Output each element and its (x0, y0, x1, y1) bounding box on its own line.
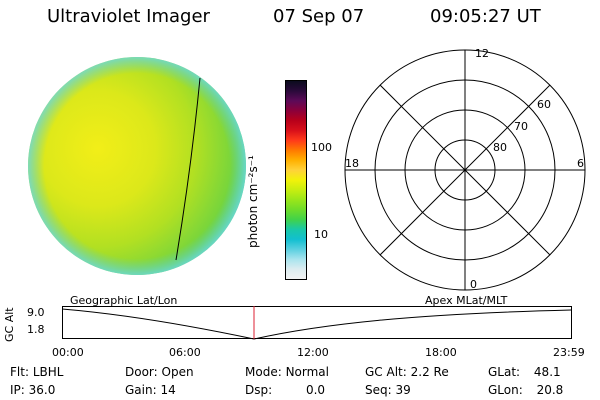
timeline-x-tick-3: 18:00 (425, 346, 457, 359)
lat-label-80: 80 (493, 141, 507, 154)
timeline-y-tick-bottom: 1.8 (27, 323, 45, 336)
polar-grid-plot (344, 49, 586, 291)
status-door: Door: Open (125, 365, 194, 379)
status-dsp: Dsp: 0.0 (245, 383, 326, 397)
status-ip: IP: 36.0 (10, 383, 56, 397)
mlt-label-6: 6 (577, 157, 584, 170)
timeline-right-caption: Apex MLat/MLT (425, 294, 508, 307)
status-gain: Gain: 14 (125, 383, 176, 397)
mlt-label-12: 12 (475, 47, 489, 60)
status-seq: Seq: 39 (365, 383, 411, 397)
timeline-axis-title: GC Alt (3, 307, 16, 342)
timeline-x-tick-1: 06:00 (169, 346, 201, 359)
timeline-x-tick-4: 23:59 (553, 346, 585, 359)
mlt-label-18: 18 (345, 157, 359, 170)
status-glon: GLon: 20.8 (488, 383, 564, 397)
lat-label-60: 60 (537, 98, 551, 111)
status-glat: GLat: 48.1 (488, 365, 561, 379)
time-label: 09:05:27 UT (430, 6, 541, 27)
colorbar-tick-10: 10 (314, 228, 328, 241)
timeline-plot (62, 306, 572, 340)
timeline-x-tick-2: 12:00 (297, 346, 329, 359)
instrument-title: Ultraviolet Imager (47, 6, 210, 27)
timeline-left-caption: Geographic Lat/Lon (70, 294, 178, 307)
timeline-y-tick-top: 9.0 (27, 306, 45, 319)
terminator-line (175, 77, 201, 261)
status-flt: Flt: LBHL (10, 365, 64, 379)
lat-label-70: 70 (514, 120, 528, 133)
colorbar-unit-label: photon cm⁻²s⁻¹ (246, 155, 260, 248)
mlt-label-0: 0 (470, 278, 477, 291)
colorbar (285, 80, 307, 280)
date-label: 07 Sep 07 (273, 6, 365, 27)
timeline-x-tick-0: 00:00 (52, 346, 84, 359)
status-mode: Mode: Normal (245, 365, 329, 379)
status-gc-alt: GC Alt: 2.2 Re (365, 365, 449, 379)
colorbar-tick-100: 100 (311, 141, 332, 154)
